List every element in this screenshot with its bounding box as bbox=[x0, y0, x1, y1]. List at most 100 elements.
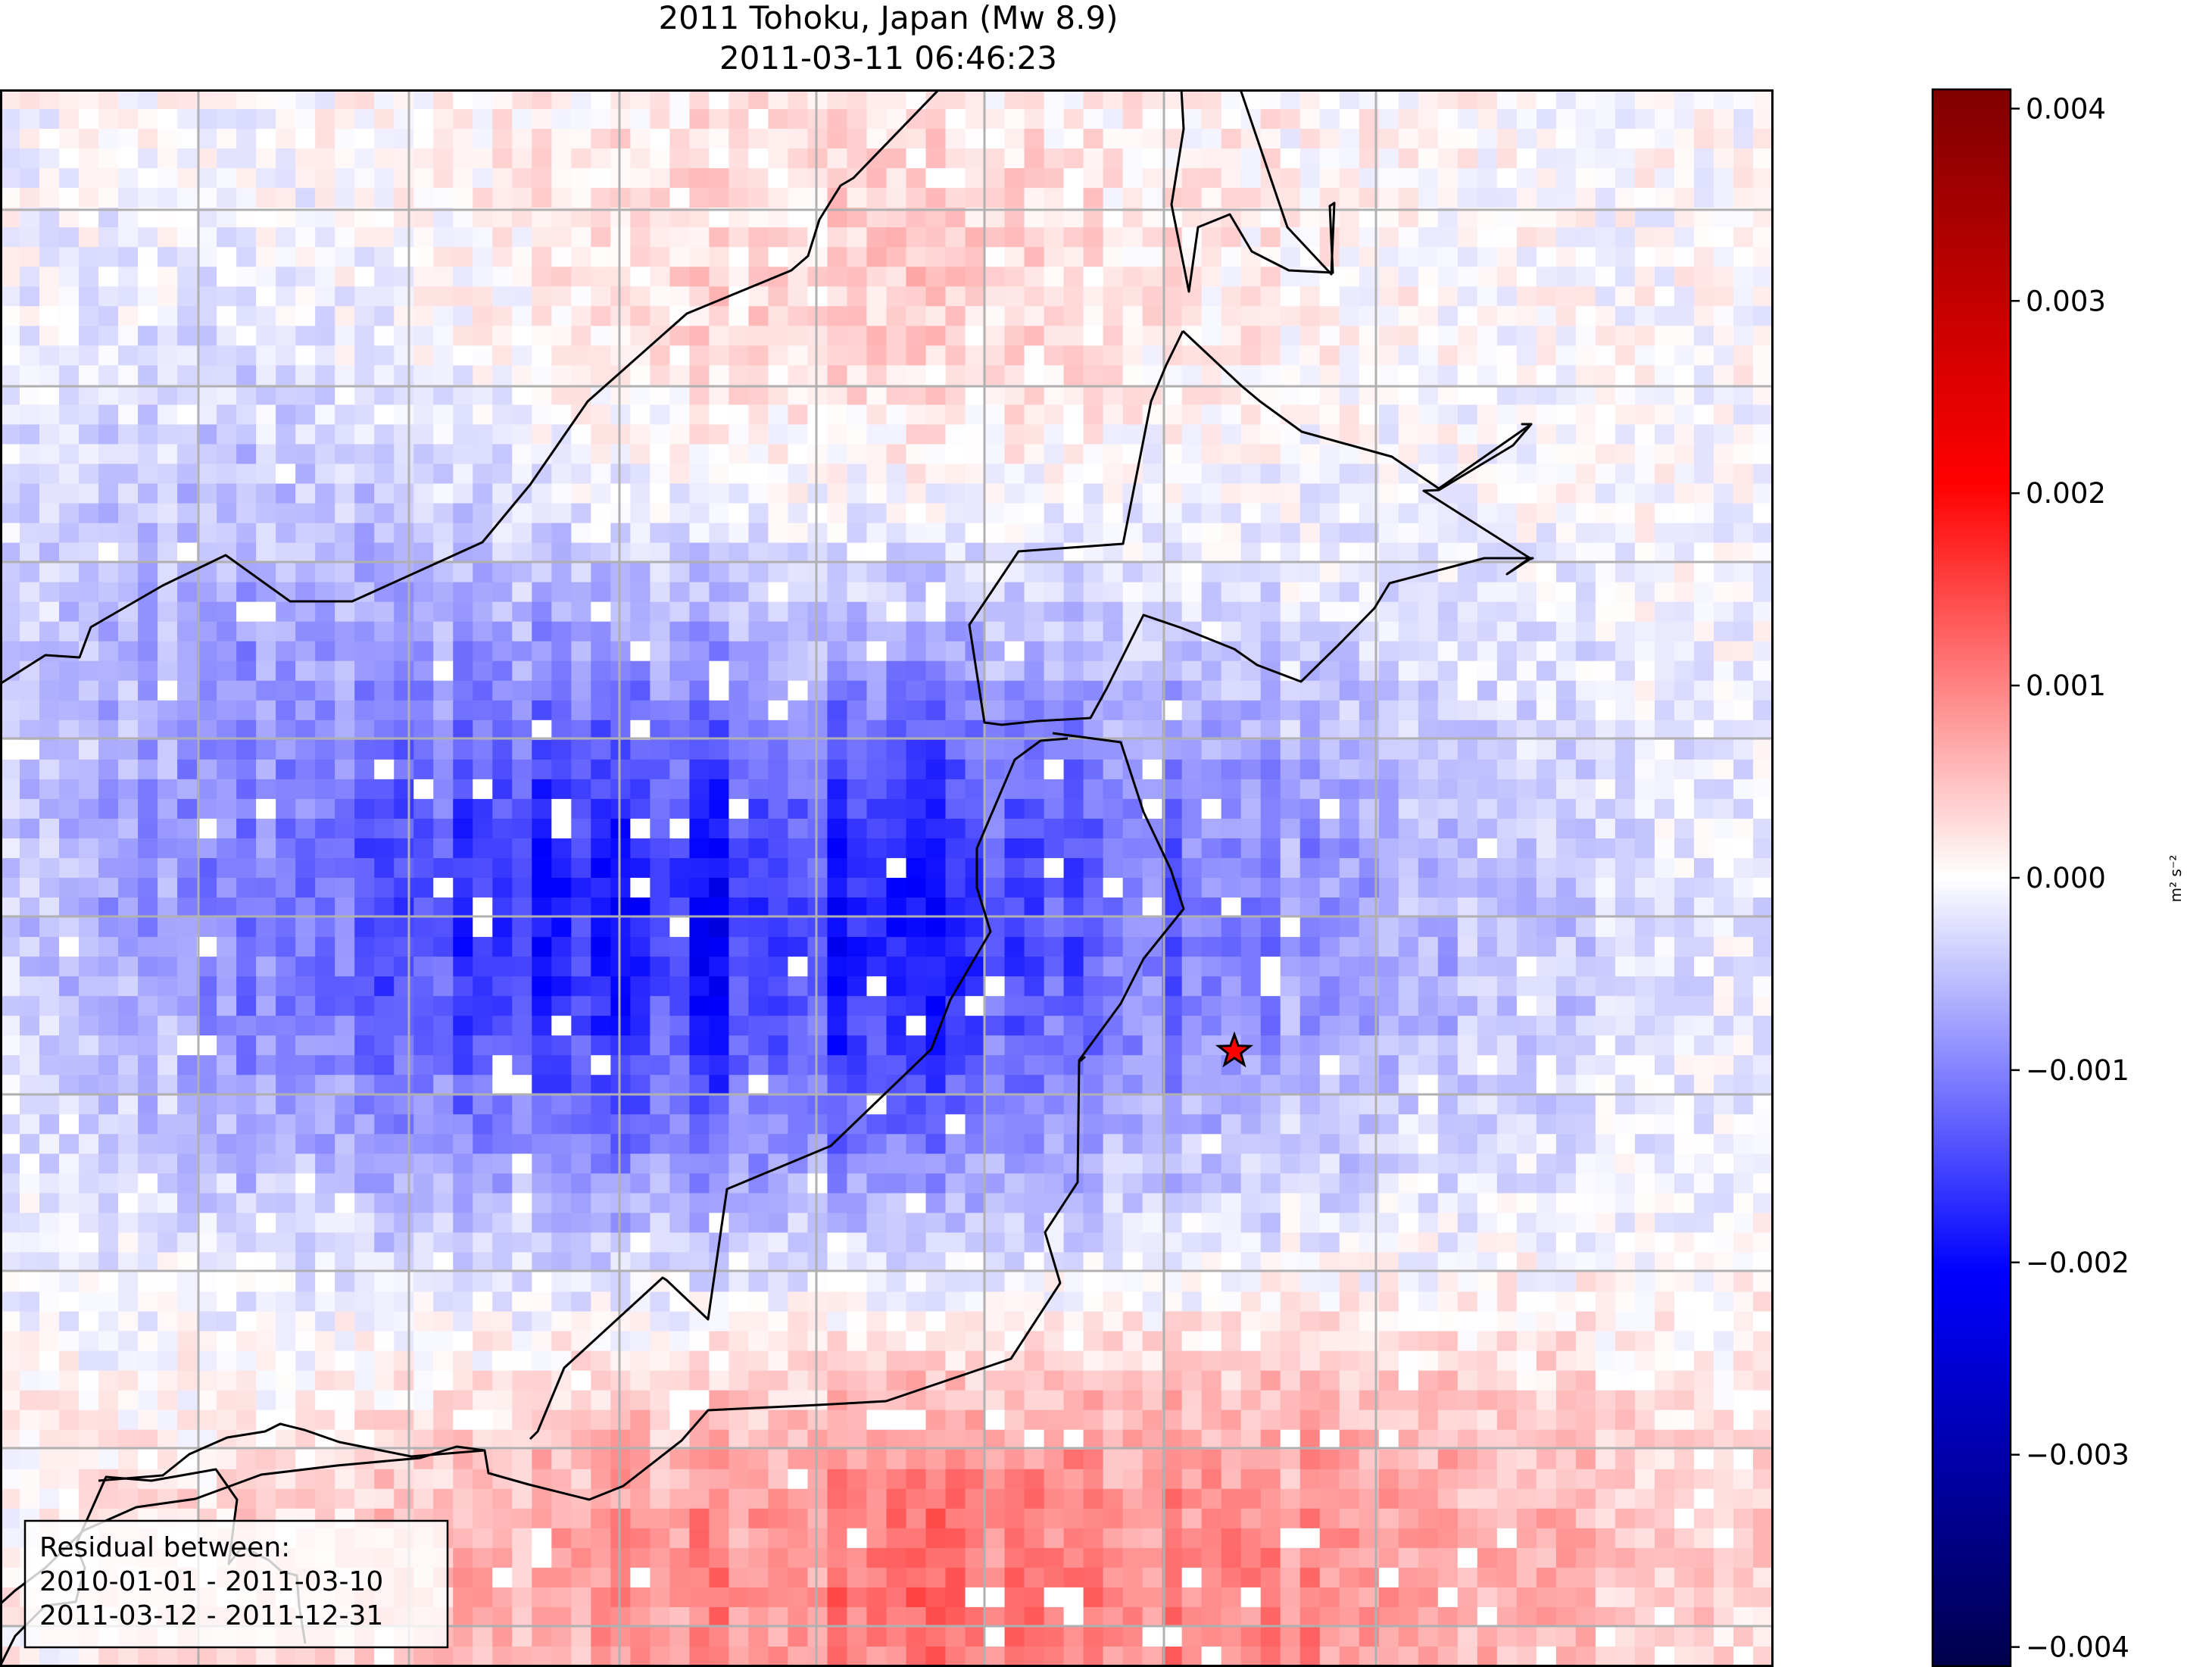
heatmap-cell bbox=[551, 89, 572, 110]
heatmap-cell bbox=[1733, 1153, 1754, 1174]
heatmap-cell bbox=[1399, 1055, 1419, 1075]
heatmap-cell bbox=[1674, 1134, 1695, 1154]
heatmap-cell bbox=[1517, 1035, 1537, 1056]
heatmap-cell bbox=[453, 661, 473, 682]
heatmap-cell bbox=[1103, 484, 1124, 504]
heatmap-cell bbox=[689, 129, 710, 149]
heatmap-cell bbox=[827, 897, 847, 918]
heatmap-cell bbox=[532, 681, 552, 701]
heatmap-cell bbox=[1162, 424, 1183, 445]
heatmap-cell bbox=[1556, 701, 1577, 721]
heatmap-cell bbox=[1044, 622, 1065, 642]
heatmap-cell bbox=[1517, 720, 1537, 741]
heatmap-cell bbox=[197, 622, 217, 642]
heatmap-cell bbox=[512, 504, 532, 524]
heatmap-cell bbox=[571, 937, 591, 957]
heatmap-cell bbox=[1103, 286, 1124, 307]
heatmap-cell bbox=[650, 779, 670, 800]
heatmap-cell bbox=[1300, 760, 1321, 780]
heatmap-cell bbox=[966, 109, 986, 130]
heatmap-cell bbox=[728, 168, 749, 189]
heatmap-cell bbox=[0, 701, 20, 721]
heatmap-cell bbox=[610, 976, 631, 997]
heatmap-cell bbox=[1714, 1075, 1734, 1095]
heatmap-cell bbox=[887, 1035, 907, 1056]
heatmap-cell bbox=[768, 286, 788, 307]
heatmap-cell bbox=[236, 484, 257, 504]
heatmap-cell bbox=[394, 267, 414, 287]
heatmap-cell bbox=[1399, 838, 1419, 859]
heatmap-cell bbox=[1103, 306, 1124, 326]
heatmap-cell bbox=[1162, 1114, 1183, 1135]
heatmap-cell bbox=[1694, 464, 1714, 484]
heatmap-cell bbox=[946, 227, 966, 248]
heatmap-cell bbox=[1025, 760, 1045, 780]
heatmap-cell bbox=[374, 622, 395, 642]
heatmap-cell bbox=[473, 247, 493, 267]
heatmap-cell bbox=[946, 267, 966, 287]
heatmap-cell bbox=[1438, 1134, 1459, 1154]
heatmap-cell bbox=[394, 109, 414, 130]
heatmap-cell bbox=[807, 878, 828, 898]
heatmap-cell bbox=[59, 1094, 80, 1115]
heatmap-cell bbox=[1438, 937, 1459, 957]
heatmap-cell bbox=[946, 878, 966, 898]
heatmap-cell bbox=[1340, 1134, 1360, 1154]
heatmap-cell bbox=[236, 1114, 257, 1135]
heatmap-cell bbox=[1596, 1016, 1616, 1036]
heatmap-cell bbox=[1143, 1016, 1163, 1036]
heatmap-cell bbox=[492, 937, 513, 957]
heatmap-cell bbox=[335, 1173, 355, 1194]
heatmap-cell bbox=[887, 247, 907, 267]
heatmap-cell bbox=[1261, 326, 1281, 346]
heatmap-cell bbox=[413, 642, 434, 662]
heatmap-cell bbox=[1143, 89, 1163, 110]
heatmap-cell bbox=[946, 858, 966, 879]
heatmap-cell bbox=[39, 286, 60, 307]
heatmap-cell bbox=[847, 1094, 867, 1115]
heatmap-cell bbox=[1241, 148, 1262, 169]
heatmap-cell bbox=[138, 1055, 158, 1075]
heatmap-cell bbox=[827, 444, 847, 464]
heatmap-cell bbox=[866, 326, 887, 346]
heatmap-cell bbox=[1221, 996, 1242, 1016]
heatmap-cell bbox=[1261, 306, 1281, 326]
heatmap-cell bbox=[551, 464, 572, 484]
heatmap-cell bbox=[887, 878, 907, 898]
heatmap-cell bbox=[1044, 168, 1065, 189]
heatmap-cell bbox=[807, 129, 828, 149]
heatmap-cell bbox=[1753, 642, 1774, 662]
heatmap-cell bbox=[1615, 523, 1636, 544]
heatmap-cell bbox=[669, 642, 690, 662]
heatmap-cell bbox=[1596, 642, 1616, 662]
heatmap-cell bbox=[630, 602, 650, 623]
heatmap-cell bbox=[1596, 1035, 1616, 1056]
heatmap-cell bbox=[276, 89, 296, 110]
heatmap-cell bbox=[630, 1114, 650, 1135]
heatmap-cell bbox=[1458, 819, 1478, 839]
heatmap-cell bbox=[1399, 89, 1419, 110]
heatmap-cell bbox=[118, 286, 139, 307]
heatmap-cell bbox=[512, 1035, 532, 1056]
heatmap-cell bbox=[1123, 543, 1143, 563]
heatmap-cell bbox=[492, 760, 513, 780]
heatmap-cell bbox=[413, 286, 434, 307]
heatmap-cell bbox=[571, 286, 591, 307]
heatmap-cell bbox=[985, 1055, 1006, 1075]
heatmap-cell bbox=[1261, 543, 1281, 563]
heatmap-cell bbox=[374, 1016, 395, 1036]
heatmap-cell bbox=[630, 779, 650, 800]
heatmap-cell bbox=[20, 622, 40, 642]
heatmap-cell bbox=[1320, 1094, 1340, 1115]
heatmap-cell bbox=[1005, 464, 1025, 484]
heatmap-cell bbox=[1596, 227, 1616, 248]
heatmap-cell bbox=[1379, 148, 1399, 169]
heatmap-cell bbox=[0, 838, 20, 859]
heatmap-cell bbox=[1753, 976, 1774, 997]
heatmap-cell bbox=[1064, 129, 1084, 149]
heatmap-cell bbox=[1064, 504, 1084, 524]
heatmap-cell bbox=[709, 404, 729, 425]
heatmap-cell bbox=[748, 1055, 769, 1075]
heatmap-cell bbox=[453, 543, 473, 563]
heatmap-cell bbox=[1497, 661, 1518, 682]
